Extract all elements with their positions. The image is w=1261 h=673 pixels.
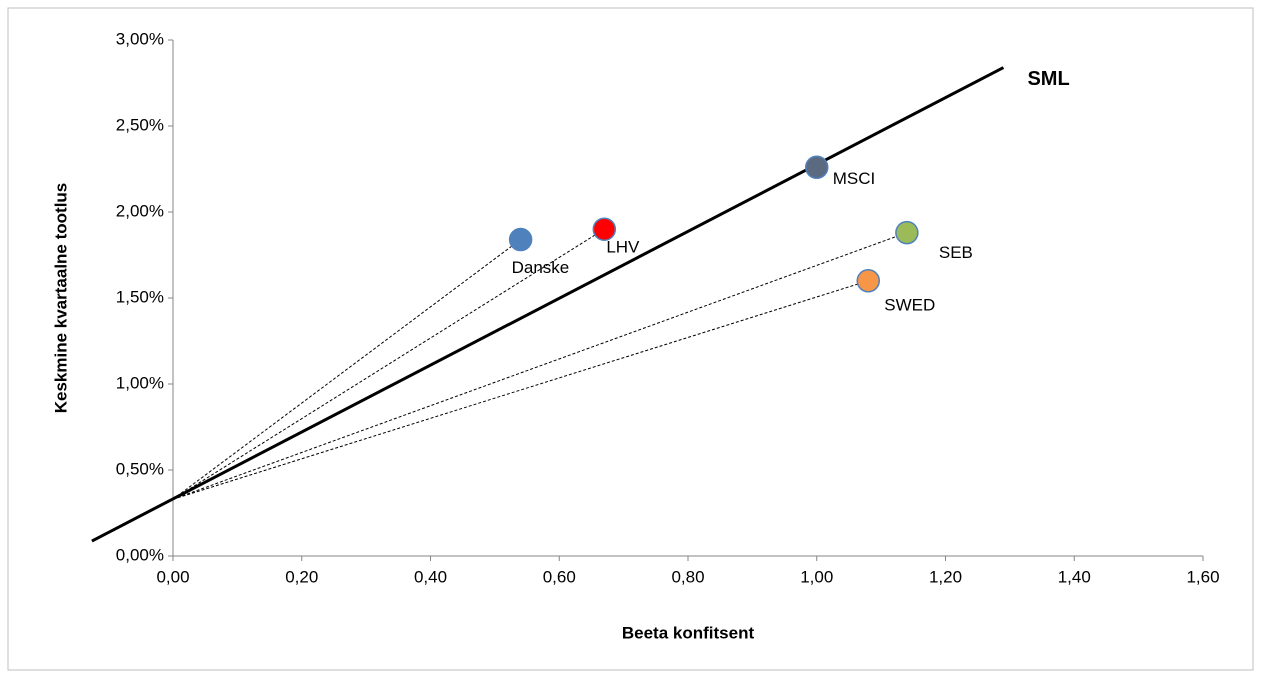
x-tick-label: 1,60 bbox=[1186, 567, 1219, 586]
x-tick-label: 0,40 bbox=[414, 567, 447, 586]
y-tick-label: 1,50% bbox=[116, 287, 164, 306]
y-tick-label: 0,00% bbox=[116, 545, 164, 564]
dashed-line bbox=[172, 280, 869, 500]
point-label: Danske bbox=[512, 258, 570, 277]
point bbox=[856, 269, 880, 293]
point bbox=[895, 220, 919, 245]
sml-label: SML bbox=[1027, 68, 1069, 90]
point bbox=[592, 217, 617, 241]
x-tick-label: 0,60 bbox=[543, 567, 576, 586]
x-tick-label: 1,40 bbox=[1058, 567, 1091, 586]
y-tick-label: 2,00% bbox=[116, 201, 164, 220]
x-tick-label: 0,20 bbox=[285, 567, 318, 586]
x-tick-label: 1,20 bbox=[929, 567, 962, 586]
point bbox=[508, 227, 533, 252]
point-label: MSCI bbox=[833, 169, 876, 188]
y-axis-label: Keskmine kvartaalne tootlus bbox=[51, 183, 70, 414]
x-axis-label: Beeta konfitsent bbox=[622, 623, 755, 642]
point bbox=[805, 155, 829, 180]
point-label: SWED bbox=[884, 295, 935, 314]
dashed-lines bbox=[172, 228, 908, 500]
point-label: SEB bbox=[939, 243, 973, 262]
plot: 0,00% 0,50% 1,00% 1,50% 2,00% 2,50% 3,00% 0,00 0… bbox=[91, 29, 1220, 586]
point-label: LHV bbox=[606, 238, 640, 257]
x-tick-label: 0,00 bbox=[156, 567, 189, 586]
y-tick-label: 0,50% bbox=[116, 459, 164, 478]
y-tick-label: 3,00% bbox=[116, 29, 164, 48]
x-tick-label: 0,80 bbox=[671, 567, 704, 586]
y-tick-label: 1,00% bbox=[116, 373, 164, 392]
y-tick-label: 2,50% bbox=[116, 115, 164, 134]
dashed-line bbox=[172, 239, 521, 500]
dashed-line bbox=[172, 232, 908, 500]
x-tick-label: 1,00 bbox=[800, 567, 833, 586]
sml-line bbox=[91, 66, 1005, 543]
chart-border bbox=[7, 7, 1254, 671]
